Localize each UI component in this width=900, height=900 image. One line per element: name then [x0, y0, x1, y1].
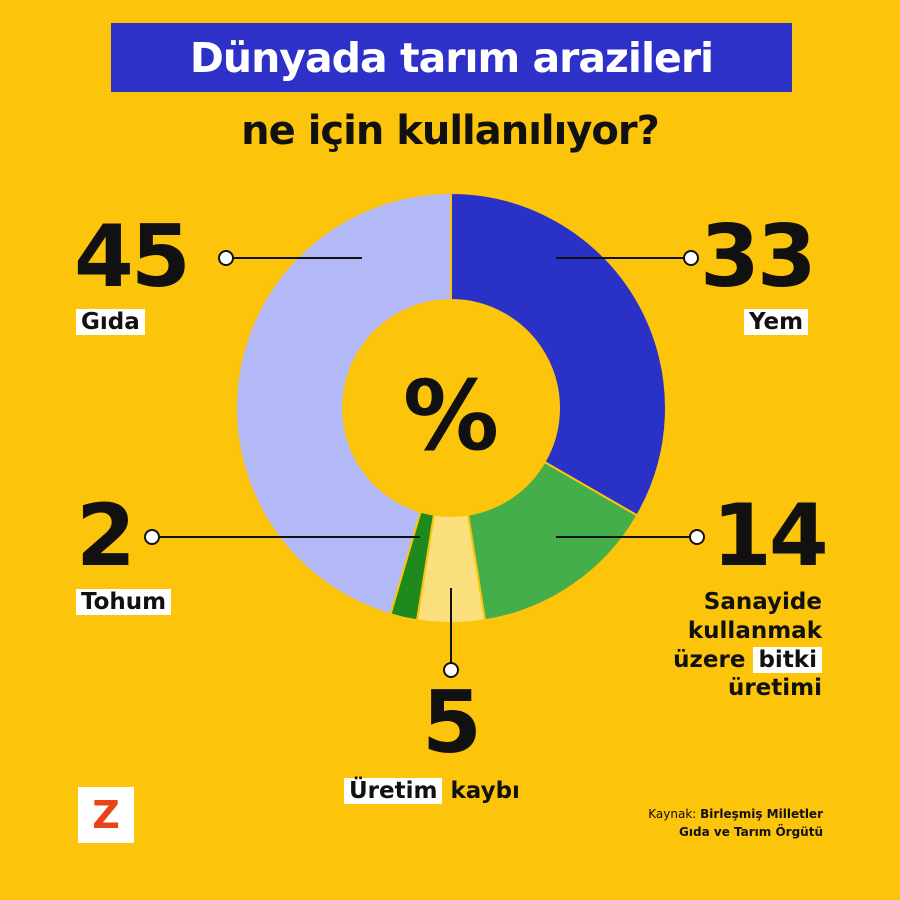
leader-dot-tohum — [144, 529, 160, 545]
donut-slice-0 — [450, 191, 667, 517]
donut-slice-4 — [235, 191, 452, 616]
label-tohum-text: Tohum — [76, 589, 172, 615]
label-sanayi-line3b: bitki — [753, 646, 822, 673]
label-sanayi: Sanayide kullanmak üzere bitki üretimi — [673, 588, 822, 703]
label-sanayi-line3a: üzere — [673, 646, 746, 673]
label-kayip-word1: Üretim — [344, 778, 443, 804]
source-name-1: Birleşmiş Milletler — [700, 807, 823, 821]
label-gida: Gıda — [76, 308, 145, 337]
label-sanayi-line3: üzere bitki — [673, 646, 822, 675]
value-kayip: 5 — [422, 673, 482, 773]
source-line1: Kaynak: Birleşmiş Milletler — [648, 805, 823, 823]
logo-letter: Z — [92, 793, 120, 837]
label-sanayi-line2: kullanmak — [687, 617, 822, 644]
label-kayip: Üretim kaybı — [344, 777, 520, 806]
chart-title: Dünyada tarım arazileri — [189, 33, 714, 82]
value-tohum: 2 — [76, 486, 136, 586]
value-gida: 45 — [74, 207, 191, 307]
label-tohum: Tohum — [76, 588, 172, 617]
source-prefix: Kaynak: — [648, 807, 697, 821]
value-yem: 33 — [700, 207, 817, 307]
leader-dot-gida — [218, 250, 234, 266]
value-sanayi: 14 — [712, 486, 829, 586]
label-yem: Yem — [744, 308, 809, 337]
brand-logo: Z — [78, 787, 134, 843]
leader-dot-yem — [683, 250, 699, 266]
source-name-2: Gıda ve Tarım Örgütü — [679, 825, 823, 839]
label-gida-text: Gıda — [76, 309, 145, 335]
leader-dot-kayip — [443, 662, 459, 678]
center-label: % — [403, 360, 499, 472]
label-kayip-word2: kaybı — [450, 778, 520, 804]
label-sanayi-line1: Sanayide — [703, 589, 822, 615]
source-note: Kaynak: Birleşmiş Milletler Gıda ve Tarı… — [648, 805, 823, 841]
label-sanayi-line4: üretimi — [727, 675, 822, 702]
title-banner: Dünyada tarım arazileri — [111, 23, 792, 92]
chart-subtitle: ne için kullanılıyor? — [241, 108, 660, 154]
label-yem-text: Yem — [744, 309, 809, 335]
leader-dot-sanayi — [689, 529, 705, 545]
source-line2: Gıda ve Tarım Örgütü — [648, 823, 823, 841]
